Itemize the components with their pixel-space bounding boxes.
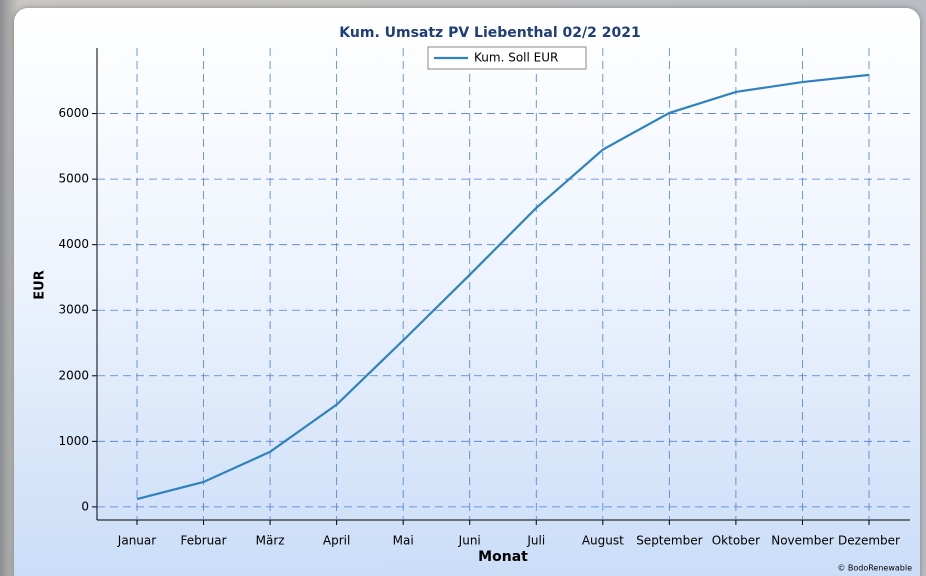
y-tick-label: 5000 xyxy=(58,172,89,186)
x-axis-label: Monat xyxy=(478,549,528,565)
page: {"chart_data": {"type": "line", "title":… xyxy=(0,0,926,576)
chart-title: Kum. Umsatz PV Liebenthal 02/2 2021 xyxy=(339,25,640,41)
x-tick-label: April xyxy=(323,534,350,548)
y-tick-label: 3000 xyxy=(58,303,89,317)
legend-label: Kum. Soll EUR xyxy=(474,51,558,65)
x-tick-label: September xyxy=(636,534,702,548)
x-tick-label: Februar xyxy=(181,534,227,548)
x-tick-label: Januar xyxy=(117,534,156,548)
y-tick-label: 6000 xyxy=(58,106,89,120)
x-tick-label: März xyxy=(256,534,285,548)
x-tick-label: Oktober xyxy=(712,534,760,548)
data-line xyxy=(137,75,869,499)
x-tick-label: Mai xyxy=(393,534,414,548)
credit: © BodoRenewable xyxy=(837,564,912,573)
y-tick-label: 1000 xyxy=(58,434,89,448)
chart: Kum. Umsatz PV Liebenthal 02/2 2021 Mona… xyxy=(0,0,926,576)
y-tick-label: 2000 xyxy=(58,368,89,382)
x-tick-label: August xyxy=(582,534,624,548)
x-tick-label: November xyxy=(771,534,833,548)
y-tick-label: 4000 xyxy=(58,237,89,251)
x-tick-label: Dezember xyxy=(838,534,900,548)
x-tick-label: Juli xyxy=(526,534,545,548)
y-tick-label: 0 xyxy=(81,499,89,513)
x-tick-label: Juni xyxy=(458,534,481,548)
y-axis-label: EUR xyxy=(33,270,48,299)
